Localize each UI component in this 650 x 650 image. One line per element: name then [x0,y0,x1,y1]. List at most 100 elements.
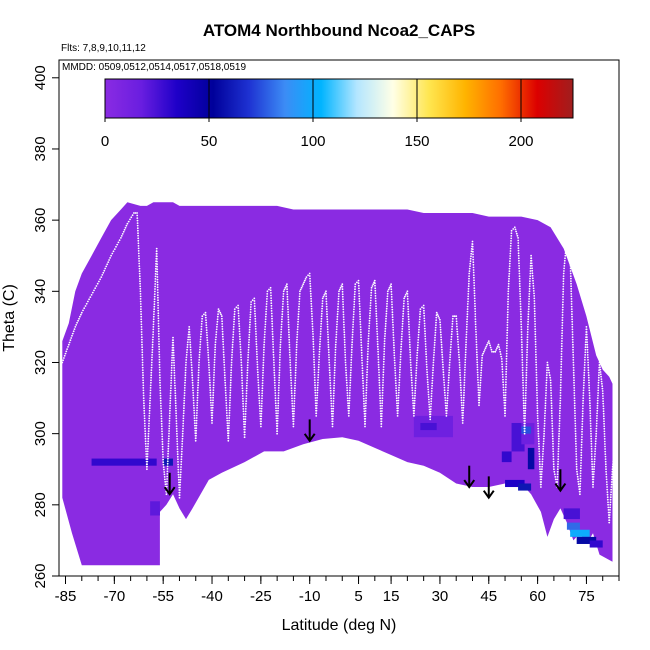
track-point [245,397,248,400]
track-point [433,341,436,344]
track-point [393,354,396,357]
track-point [580,449,583,451]
track-point [337,300,340,303]
track-point [478,404,480,407]
track-point [255,338,258,340]
track-point [262,359,265,361]
track-point [544,409,547,412]
track-point [429,413,432,416]
track-point [279,354,281,356]
track-point [365,394,368,397]
track-point [524,397,527,399]
track-point [460,404,463,407]
track-point [435,316,438,319]
track-point [432,356,435,359]
track-point [334,351,337,354]
track-point [560,379,562,381]
track-point [424,330,426,333]
track-point [230,374,232,376]
track-point [273,364,275,366]
track-point [208,369,211,371]
track-point [575,445,577,448]
track-point [140,326,143,328]
track-point [571,318,573,321]
track-point [475,333,477,336]
track-point [465,333,468,336]
track-point [551,420,553,422]
track-point [543,417,546,420]
track-point [297,318,300,321]
track-point [606,486,608,488]
track-point [129,218,131,221]
track-point [599,366,601,369]
track-point [351,328,354,331]
track-point [230,361,233,364]
track-point [179,486,181,489]
track-point [583,371,586,374]
track-point [277,402,280,405]
track-point [599,368,602,371]
track-point [314,394,317,397]
track-point [161,433,164,435]
track-point [449,346,452,348]
track-point [215,328,218,331]
track-point [465,331,468,333]
track-point [299,288,302,291]
track-point [513,226,516,229]
track-point [271,325,274,328]
track-point [367,350,369,353]
track-point [413,404,416,407]
track-point [319,330,322,333]
track-point [481,359,483,362]
track-point [504,409,507,412]
track-point [381,389,384,392]
track-point [561,314,564,316]
track-point [167,455,169,458]
track-point [560,353,563,355]
track-point [610,486,613,488]
track-point [561,311,564,314]
track-point [170,364,173,367]
track-point [374,289,377,292]
track-point [277,397,280,399]
track-point [394,364,396,367]
track-point [170,374,173,377]
track-point [362,390,365,392]
track-point [312,353,315,356]
track-point [182,412,185,415]
track-point [326,313,328,316]
track-point [224,381,227,384]
track-point [539,468,541,471]
track-point [328,364,331,366]
track-point [211,414,214,417]
track-point [263,348,265,351]
track-point [570,300,573,303]
track-point [138,260,141,262]
track-point [282,290,285,293]
track-point [140,320,143,323]
track-point [186,341,189,343]
track-point [526,338,529,341]
track-point [158,371,161,374]
track-point [475,351,478,354]
track-point [345,379,348,382]
track-point [411,384,413,387]
track-point [291,394,293,397]
track-point [343,331,346,334]
track-point [350,361,353,364]
track-point [425,353,427,356]
track-point [521,366,524,369]
heatmap-cell [570,529,590,537]
track-point [476,361,479,364]
track-point [140,305,142,308]
track-point [358,290,360,292]
track-point [505,368,508,371]
track-point [458,364,461,366]
track-point [570,305,573,308]
track-point [455,317,458,320]
track-point [560,350,563,353]
track-point [349,389,351,392]
track-point [353,300,356,303]
track-point [223,364,226,366]
track-point [292,423,295,425]
